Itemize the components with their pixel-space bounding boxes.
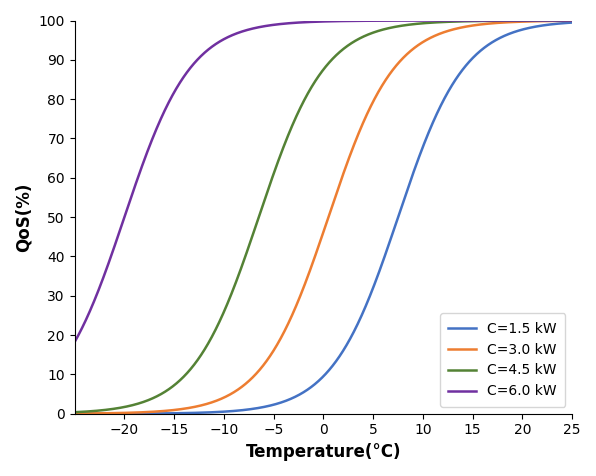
C=1.5 kW (313, 380, 320, 386)
C=4.5 kW (313, 76, 320, 82)
C=6.0 kW (313, 19, 320, 25)
C=3.0 kW (300, 285, 307, 291)
C=4.5 kW (300, 99, 307, 105)
Line: C=1.5 kW: C=1.5 kW (74, 22, 572, 414)
C=4.5 kW (463, 19, 470, 24)
C=6.0 kW (300, 20, 307, 25)
Y-axis label: QoS(%): QoS(%) (15, 182, 33, 252)
C=4.5 kW (97, 407, 104, 413)
C=6.0 kW (554, 18, 561, 23)
C=6.0 kW (554, 18, 561, 23)
C=1.5 kW (300, 389, 307, 395)
C=3.0 kW (554, 18, 561, 24)
C=4.5 kW (554, 18, 561, 23)
C=6.0 kW (569, 18, 576, 23)
C=3.0 kW (97, 410, 104, 416)
C=1.5 kW (554, 21, 561, 27)
C=3.0 kW (554, 18, 561, 24)
C=3.0 kW (313, 249, 320, 255)
C=1.5 kW (569, 20, 576, 25)
C=1.5 kW (71, 411, 78, 416)
C=6.0 kW (71, 339, 78, 345)
Legend: C=1.5 kW, C=3.0 kW, C=4.5 kW, C=6.0 kW: C=1.5 kW, C=3.0 kW, C=4.5 kW, C=6.0 kW (440, 313, 565, 407)
C=1.5 kW (463, 62, 470, 68)
Line: C=4.5 kW: C=4.5 kW (74, 20, 572, 412)
Line: C=3.0 kW: C=3.0 kW (74, 21, 572, 414)
C=1.5 kW (554, 21, 561, 27)
C=3.0 kW (71, 411, 78, 416)
C=4.5 kW (569, 18, 576, 23)
C=6.0 kW (97, 283, 104, 289)
C=3.0 kW (569, 18, 576, 24)
Line: C=6.0 kW: C=6.0 kW (74, 20, 572, 342)
C=4.5 kW (554, 18, 561, 23)
C=6.0 kW (463, 18, 470, 23)
C=4.5 kW (71, 409, 78, 415)
X-axis label: Temperature(°C): Temperature(°C) (246, 443, 401, 461)
C=1.5 kW (97, 411, 104, 416)
C=3.0 kW (463, 24, 470, 30)
